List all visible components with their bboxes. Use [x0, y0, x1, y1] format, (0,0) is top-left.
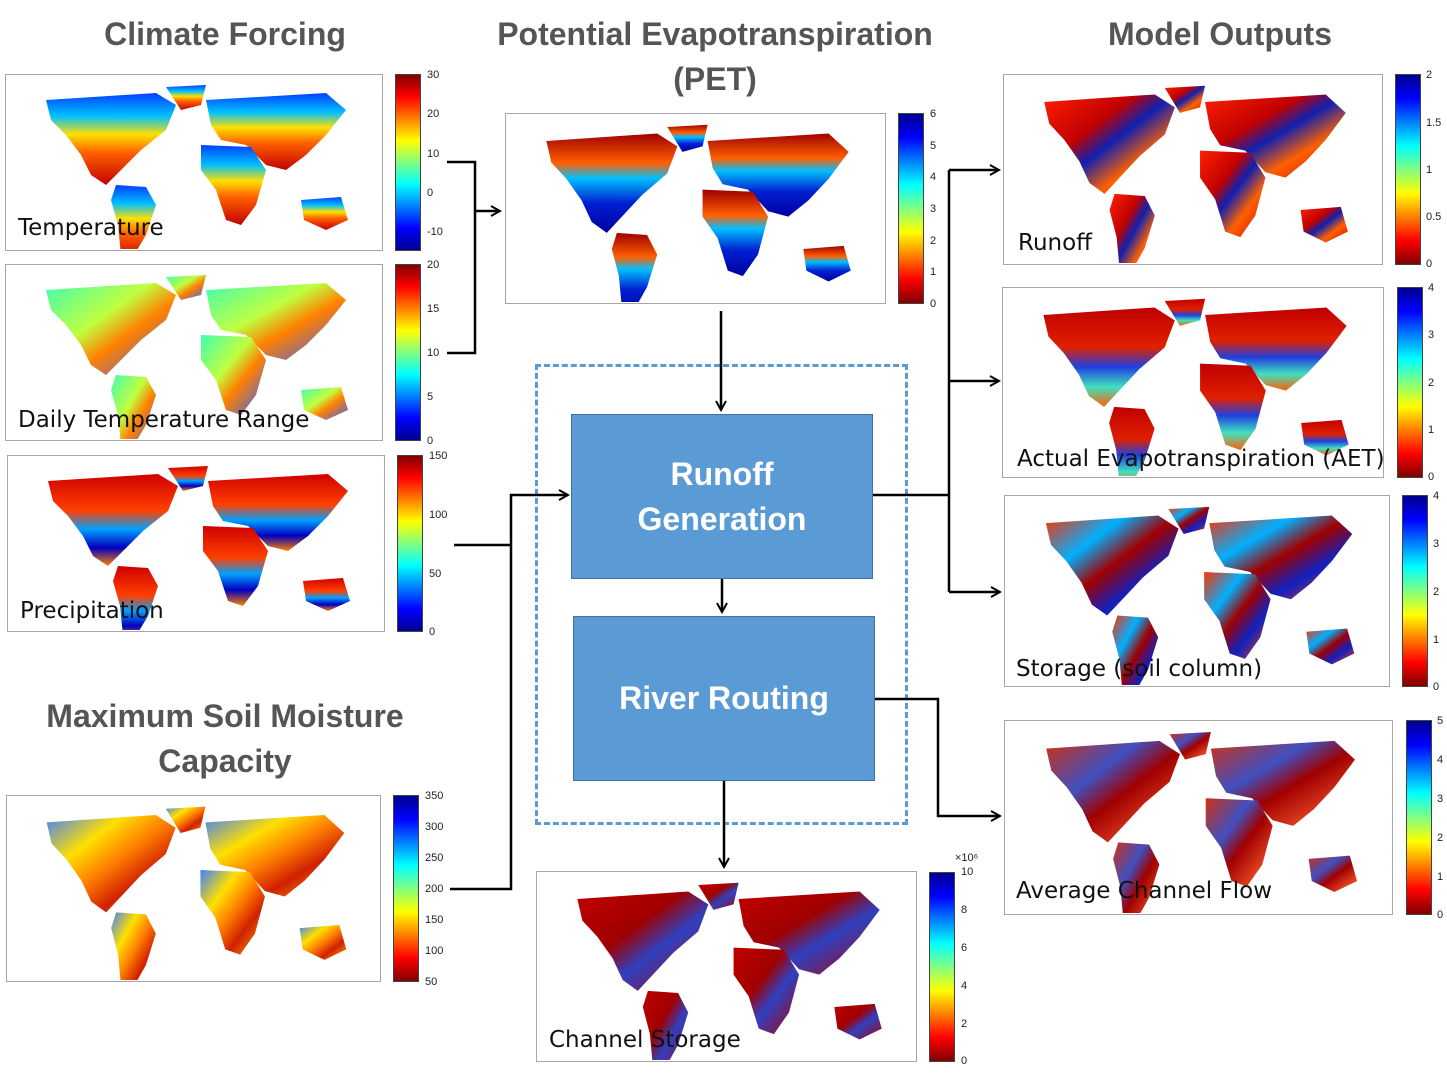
runoff-generation-box: Runoff Generation — [571, 414, 873, 579]
tick: 1 — [1437, 871, 1444, 883]
pet-map — [546, 124, 851, 302]
tick: 3 — [1428, 329, 1435, 341]
tick: 0 — [427, 187, 434, 199]
tick: 4 — [1437, 754, 1444, 766]
tick: 20 — [427, 259, 440, 271]
tick: 150 — [429, 450, 448, 462]
tick: 1.5 — [1426, 117, 1442, 129]
tick: 5 — [930, 140, 937, 152]
panel-channel-storage: Channel Storage — [536, 871, 917, 1062]
precipitation-label: Precipitation — [20, 598, 164, 624]
panel-soil-moisture — [6, 795, 381, 982]
tick: 5 — [1437, 715, 1444, 727]
tick: -10 — [427, 226, 443, 238]
tick: 2 — [930, 235, 937, 247]
temperature-colorbar — [395, 74, 421, 251]
river-routing-label: River Routing — [619, 680, 829, 716]
river-routing-box: River Routing — [573, 616, 875, 781]
tick: 15 — [427, 303, 440, 315]
heading-model-outputs: Model Outputs — [1108, 16, 1332, 52]
runoff-generation-label: Runoff Generation — [637, 455, 807, 537]
storage-colorbar — [1402, 495, 1428, 687]
tick: 1 — [1433, 634, 1440, 646]
tick: 0 — [961, 1055, 968, 1067]
tick: 2 — [1426, 69, 1433, 81]
pet-colorbar — [898, 113, 924, 304]
channel-flow-label: Average Channel Flow — [1016, 878, 1272, 904]
tick: 3 — [1437, 793, 1444, 805]
tick: 0 — [1433, 681, 1440, 693]
tick: 1 — [1426, 164, 1433, 176]
channel-storage-label: Channel Storage — [549, 1027, 741, 1053]
tick: 3 — [1433, 538, 1440, 550]
tick: 10 — [427, 347, 440, 359]
panel-pet — [505, 113, 886, 304]
tick: 0 — [1437, 909, 1444, 921]
tick: 350 — [425, 790, 444, 802]
panel-dtr: Daily Temperature Range — [5, 264, 383, 441]
temperature-label: Temperature — [18, 215, 164, 241]
precipitation-colorbar — [397, 455, 423, 632]
dtr-label: Daily Temperature Range — [18, 407, 310, 433]
tick: 100 — [429, 509, 448, 521]
storage-label: Storage (soil column) — [1016, 656, 1263, 682]
tick: 4 — [1433, 490, 1440, 502]
tick: 0 — [1428, 471, 1435, 483]
tick: 2 — [1433, 586, 1440, 598]
heading-soil-moisture: Maximum Soil Moisture Capacity — [46, 698, 404, 779]
tick: 300 — [425, 821, 444, 833]
tick: 0 — [427, 435, 434, 447]
soil-moisture-map — [46, 806, 347, 980]
soil-colorbar — [393, 795, 419, 982]
tick: 6 — [961, 942, 968, 954]
tick: 2 — [1428, 377, 1435, 389]
tick: 50 — [429, 568, 442, 580]
tick: 4 — [1428, 282, 1435, 294]
tick: 3 — [930, 203, 937, 215]
tick: 30 — [427, 69, 440, 81]
tick: 10 — [961, 866, 974, 878]
channel-storage-colorbar — [929, 872, 955, 1062]
tick: 200 — [425, 883, 444, 895]
tick: 5 — [427, 391, 434, 403]
tick: 50 — [425, 976, 438, 988]
tick: 0 — [429, 626, 436, 638]
tick: 2 — [1437, 832, 1444, 844]
tick: 4 — [961, 980, 968, 992]
tick: 2 — [961, 1018, 968, 1030]
panel-channel-flow: Average Channel Flow — [1004, 720, 1393, 915]
tick: 8 — [961, 904, 968, 916]
panel-runoff: Runoff — [1003, 74, 1383, 265]
aet-label: Actual Evapotranspiration (AET) — [1017, 446, 1385, 472]
colorbar-multiplier: ×10⁶ — [955, 852, 979, 864]
tick: 0.5 — [1426, 211, 1442, 223]
tick: 6 — [930, 108, 937, 120]
tick: 1 — [930, 266, 937, 278]
heading-pet: Potential Evapotranspiration (PET) — [497, 16, 933, 97]
dtr-colorbar — [395, 264, 421, 441]
runoff-label: Runoff — [1018, 230, 1093, 256]
tick: 250 — [425, 852, 444, 864]
tick: 4 — [930, 171, 937, 183]
tick: 0 — [1426, 258, 1433, 270]
tick: 20 — [427, 108, 440, 120]
tick: 0 — [930, 298, 937, 310]
tick: 150 — [425, 914, 444, 926]
heading-climate-forcing: Climate Forcing — [104, 16, 346, 52]
aet-colorbar — [1397, 287, 1423, 478]
tick: 1 — [1428, 424, 1435, 436]
panel-storage: Storage (soil column) — [1004, 495, 1390, 687]
tick: 10 — [427, 148, 440, 160]
panel-precipitation: Precipitation — [7, 455, 385, 632]
runoff-colorbar — [1395, 74, 1421, 265]
panel-temperature: Temperature — [5, 74, 383, 251]
channel-flow-colorbar — [1406, 720, 1432, 915]
tick: 100 — [425, 945, 444, 957]
panel-aet: Actual Evapotranspiration (AET) — [1002, 287, 1385, 478]
